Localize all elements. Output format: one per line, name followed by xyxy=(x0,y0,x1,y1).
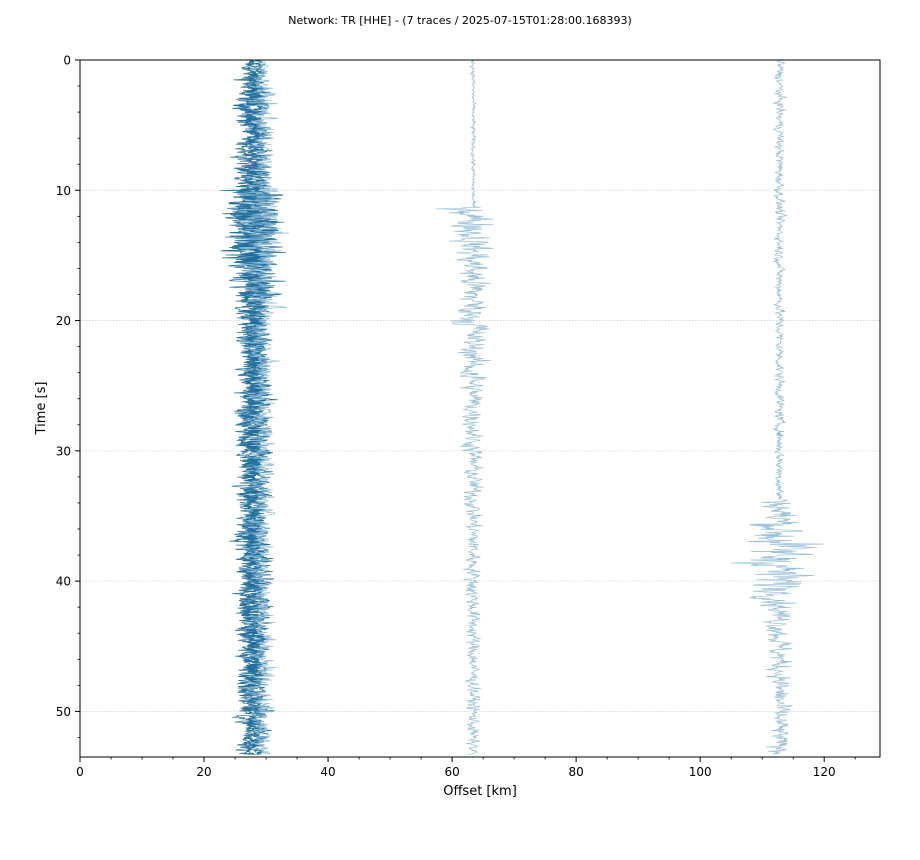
y-tick-label: 50 xyxy=(56,705,71,719)
x-tick-label: 120 xyxy=(813,765,836,779)
x-tick-label: 80 xyxy=(568,765,583,779)
trace-7 xyxy=(730,59,824,755)
trace-4 xyxy=(229,59,287,755)
x-tick-label: 40 xyxy=(320,765,335,779)
y-tick-label: 40 xyxy=(56,575,71,589)
trace-5 xyxy=(238,59,289,755)
x-tick-label: 60 xyxy=(444,765,459,779)
y-axis-label: Time [s] xyxy=(34,382,49,436)
y-tick-label: 10 xyxy=(56,184,71,198)
plot-frame xyxy=(79,59,881,758)
chart-title: Network: TR [HHE] - (7 traces / 2025-07-… xyxy=(288,14,631,27)
y-tick-label: 20 xyxy=(56,314,71,328)
x-tick-label: 100 xyxy=(689,765,712,779)
traces-layer xyxy=(220,59,824,755)
y-axis: 0 10 20 30 40 50 xyxy=(56,54,80,738)
y-tick-label: 30 xyxy=(56,444,71,458)
trace-6 xyxy=(435,59,495,755)
grid-lines xyxy=(80,189,880,712)
x-tick-label: 0 xyxy=(76,765,84,779)
x-tick-label: 20 xyxy=(196,765,211,779)
x-axis-label: Offset [km] xyxy=(443,784,517,799)
x-axis: 0 20 40 60 80 100 120 xyxy=(76,757,856,779)
y-tick-label: 0 xyxy=(63,54,71,68)
